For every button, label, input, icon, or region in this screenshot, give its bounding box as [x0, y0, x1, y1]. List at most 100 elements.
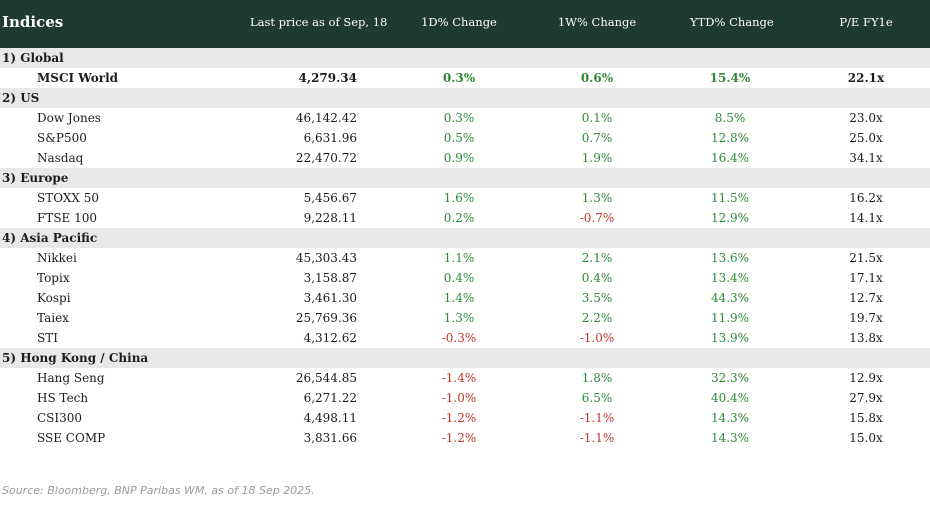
change-1d: 1.1%: [443, 251, 475, 265]
last-price: 25,769.36: [295, 311, 357, 325]
last-price: 22,470.72: [295, 151, 357, 165]
table-body: 1) Global MSCI World 4,279.34 0.3% 0.6% 15.4%…: [0, 48, 930, 448]
change-ytd: 13.4%: [710, 271, 750, 285]
change-1d: 0.5%: [443, 131, 475, 145]
change-1w: 6.5%: [581, 391, 613, 405]
pe-ratio: 19.7x: [849, 311, 883, 325]
last-price: 4,498.11: [303, 411, 357, 425]
change-ytd: 16.4%: [710, 151, 750, 165]
change-ytd: 40.4%: [710, 391, 750, 405]
source-note: Source: Bloomberg, BNP Paribas WM, as of…: [2, 484, 315, 497]
change-1w: -1.0%: [579, 331, 615, 345]
last-price: 5,456.67: [303, 191, 357, 205]
pe-ratio: 14.1x: [849, 211, 883, 225]
table-row: Hang Seng 26,544.85 -1.4% 1.8% 32.3% 12.9x: [0, 368, 930, 388]
change-ytd: 14.3%: [710, 411, 750, 425]
change-1w: 2.1%: [581, 251, 613, 265]
change-ytd: 11.5%: [710, 191, 750, 205]
group-header: 3) Europe: [0, 168, 930, 188]
col-header-pe: P/E FY1e: [839, 15, 893, 29]
table-title: Indices: [2, 13, 64, 31]
group-header: 4) Asia Pacific: [0, 228, 930, 248]
indices-table: Indices Last price as of Sep, 18 1D% Cha…: [0, 0, 930, 448]
change-ytd: 13.9%: [710, 331, 750, 345]
index-name: STI: [37, 331, 58, 345]
change-1d: 1.6%: [443, 191, 475, 205]
index-name: FTSE 100: [37, 211, 98, 225]
index-name: HS Tech: [37, 391, 89, 405]
last-price: 26,544.85: [295, 371, 357, 385]
index-name: STOXX 50: [37, 191, 100, 205]
index-name: Dow Jones: [37, 111, 101, 125]
table-row: Taiex 25,769.36 1.3% 2.2% 11.9% 19.7x: [0, 308, 930, 328]
change-1w: 3.5%: [581, 291, 613, 305]
change-1w: 1.3%: [581, 191, 613, 205]
index-name: Taiex: [37, 311, 69, 325]
change-1d: -1.2%: [441, 411, 477, 425]
table-header: Indices Last price as of Sep, 18 1D% Cha…: [0, 0, 930, 48]
change-1w: 2.2%: [581, 311, 613, 325]
pe-ratio: 17.1x: [849, 271, 883, 285]
change-1w: -0.7%: [579, 211, 615, 225]
change-1d: 0.3%: [442, 71, 476, 85]
last-price: 6,631.96: [303, 131, 357, 145]
pe-ratio: 27.9x: [849, 391, 883, 405]
change-ytd: 12.9%: [710, 211, 750, 225]
table-row: Nasdaq 22,470.72 0.9% 1.9% 16.4% 34.1x: [0, 148, 930, 168]
change-1d: -1.0%: [441, 391, 477, 405]
pe-ratio: 12.9x: [849, 371, 883, 385]
change-ytd: 8.5%: [714, 111, 746, 125]
table-row: SSE COMP 3,831.66 -1.2% -1.1% 14.3% 15.0x: [0, 428, 930, 448]
pe-ratio: 22.1x: [847, 71, 885, 85]
change-1d: 0.9%: [443, 151, 475, 165]
pe-ratio: 16.2x: [849, 191, 883, 205]
last-price: 45,303.43: [295, 251, 357, 265]
col-header-price: Last price as of Sep, 18: [250, 15, 388, 29]
last-price: 6,271.22: [303, 391, 357, 405]
change-ytd: 11.9%: [710, 311, 750, 325]
change-1w: -1.1%: [579, 411, 615, 425]
change-1w: 0.7%: [581, 131, 613, 145]
last-price: 4,279.34: [298, 71, 357, 85]
change-1w: 1.9%: [581, 151, 613, 165]
change-ytd: 14.3%: [710, 431, 750, 445]
last-price: 4,312.62: [303, 331, 357, 345]
table-row: CSI300 4,498.11 -1.2% -1.1% 14.3% 15.8x: [0, 408, 930, 428]
last-price: 9,228.11: [303, 211, 357, 225]
pe-ratio: 34.1x: [849, 151, 883, 165]
index-name: CSI300: [37, 411, 83, 425]
change-ytd: 32.3%: [710, 371, 750, 385]
table-row: Kospi 3,461.30 1.4% 3.5% 44.3% 12.7x: [0, 288, 930, 308]
last-price: 3,158.87: [303, 271, 357, 285]
change-1d: 0.2%: [443, 211, 475, 225]
change-1w: 0.6%: [580, 71, 614, 85]
change-1d: 0.4%: [443, 271, 475, 285]
change-1d: -1.2%: [441, 431, 477, 445]
index-name: MSCI World: [37, 71, 119, 85]
table-row: S&P500 6,631.96 0.5% 0.7% 12.8% 25.0x: [0, 128, 930, 148]
index-name: Hang Seng: [37, 371, 105, 385]
pe-ratio: 15.8x: [849, 411, 883, 425]
table-row: MSCI World 4,279.34 0.3% 0.6% 15.4% 22.1x: [0, 68, 930, 88]
index-name: S&P500: [37, 131, 87, 145]
col-header-ytd: YTD% Change: [690, 15, 774, 29]
group-header: 2) US: [0, 88, 930, 108]
table-row: Topix 3,158.87 0.4% 0.4% 13.4% 17.1x: [0, 268, 930, 288]
change-1w: 0.1%: [581, 111, 613, 125]
table-row: STOXX 50 5,456.67 1.6% 1.3% 11.5% 16.2x: [0, 188, 930, 208]
group-header: 5) Hong Kong / China: [0, 348, 930, 368]
index-name: Topix: [37, 271, 70, 285]
last-price: 46,142.42: [295, 111, 357, 125]
index-name: Kospi: [37, 291, 71, 305]
change-1d: 0.3%: [443, 111, 475, 125]
pe-ratio: 25.0x: [849, 131, 883, 145]
change-1w: 1.8%: [581, 371, 613, 385]
last-price: 3,461.30: [303, 291, 357, 305]
pe-ratio: 23.0x: [849, 111, 883, 125]
table-row: FTSE 100 9,228.11 0.2% -0.7% 12.9% 14.1x: [0, 208, 930, 228]
col-header-1d: 1D% Change: [421, 15, 497, 29]
col-header-1w: 1W% Change: [557, 15, 637, 29]
pe-ratio: 21.5x: [849, 251, 883, 265]
change-ytd: 44.3%: [710, 291, 750, 305]
change-ytd: 13.6%: [710, 251, 750, 265]
